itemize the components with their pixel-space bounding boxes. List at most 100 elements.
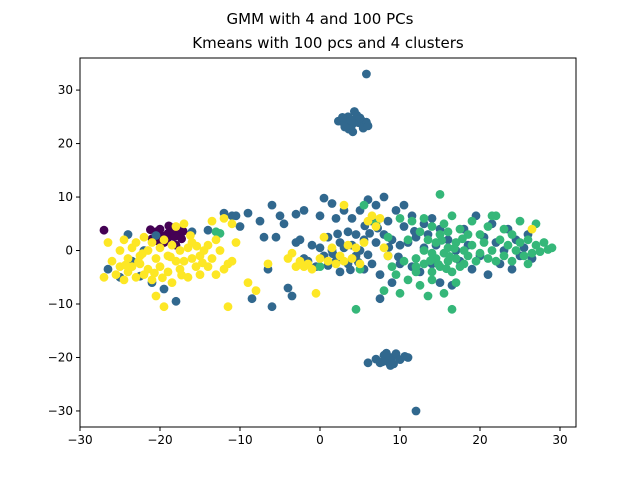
point-cluster-3-59 bbox=[231, 238, 241, 247]
point-cluster-2-3 bbox=[351, 304, 361, 314]
point-cluster-3-30 bbox=[167, 240, 177, 250]
point-cluster-3-78 bbox=[339, 256, 349, 266]
point-cluster-2-84 bbox=[411, 262, 421, 271]
point-cluster-2-72 bbox=[527, 248, 537, 258]
point-cluster-3-16 bbox=[139, 232, 149, 242]
point-cluster-1-49 bbox=[235, 222, 245, 231]
y-tick-label: −10 bbox=[48, 297, 73, 311]
point-cluster-3-21 bbox=[147, 275, 157, 285]
point-cluster-2-23 bbox=[419, 214, 429, 223]
chart-title: Kmeans with 100 pcs and 4 clusters bbox=[192, 34, 464, 52]
point-cluster-2-91 bbox=[442, 264, 451, 274]
point-cluster-1-13 bbox=[338, 113, 347, 122]
point-cluster-1-136 bbox=[483, 270, 493, 279]
series-cluster-3 bbox=[99, 200, 537, 312]
point-cluster-1-52 bbox=[255, 216, 265, 226]
point-cluster-3-24 bbox=[155, 243, 165, 253]
point-cluster-2-13 bbox=[399, 256, 409, 266]
point-cluster-2-50 bbox=[463, 251, 473, 261]
point-cluster-3-31 bbox=[167, 278, 177, 287]
point-cluster-3-71 bbox=[315, 254, 325, 263]
point-cluster-1-45 bbox=[203, 225, 213, 235]
point-cluster-1-14 bbox=[363, 121, 373, 131]
point-cluster-1-100 bbox=[375, 294, 385, 304]
point-cluster-1-50 bbox=[243, 208, 253, 218]
point-cluster-2-20 bbox=[415, 280, 425, 290]
point-cluster-3-25 bbox=[155, 262, 165, 271]
point-cluster-1-87 bbox=[347, 214, 357, 223]
point-cluster-3-49 bbox=[207, 254, 217, 263]
point-cluster-2-36 bbox=[439, 288, 449, 298]
y-tick-label: 20 bbox=[58, 137, 73, 151]
point-cluster-1-106 bbox=[387, 278, 397, 287]
point-cluster-2-53 bbox=[471, 256, 481, 266]
point-cluster-3-27 bbox=[159, 302, 169, 312]
point-cluster-3-81 bbox=[351, 243, 361, 253]
point-cluster-2-88 bbox=[458, 234, 467, 244]
point-cluster-2-7 bbox=[379, 286, 389, 295]
point-cluster-3-58 bbox=[227, 219, 237, 229]
point-cluster-1-43 bbox=[159, 284, 169, 294]
point-cluster-3-75 bbox=[331, 259, 341, 269]
point-cluster-1-19 bbox=[348, 127, 358, 137]
point-cluster-3-52 bbox=[215, 246, 225, 255]
point-cluster-1-51 bbox=[247, 294, 257, 304]
point-cluster-1-41 bbox=[151, 231, 161, 240]
point-cluster-1-98 bbox=[371, 238, 381, 247]
point-cluster-2-75 bbox=[535, 247, 545, 256]
x-tick-label: −10 bbox=[227, 433, 252, 447]
point-cluster-2-21 bbox=[419, 246, 429, 255]
point-cluster-3-2 bbox=[107, 256, 117, 266]
point-cluster-3-69 bbox=[307, 264, 317, 274]
point-cluster-2-61 bbox=[491, 256, 501, 266]
point-cluster-2-69 bbox=[515, 238, 525, 247]
point-cluster-2-87 bbox=[426, 256, 435, 266]
point-cluster-3-29 bbox=[163, 267, 173, 277]
point-cluster-1-65 bbox=[299, 206, 309, 215]
point-cluster-1-99 bbox=[371, 200, 381, 210]
point-cluster-3-96 bbox=[150, 268, 159, 278]
point-cluster-2-15 bbox=[403, 275, 413, 285]
point-cluster-3-80 bbox=[347, 254, 357, 263]
point-cluster-3-82 bbox=[355, 259, 365, 269]
point-cluster-3-64 bbox=[287, 248, 297, 258]
point-cluster-1-17 bbox=[340, 122, 350, 132]
point-cluster-3-54 bbox=[219, 214, 229, 223]
point-cluster-2-28 bbox=[427, 267, 437, 277]
point-cluster-2-56 bbox=[479, 238, 489, 247]
point-cluster-1-142 bbox=[507, 264, 517, 274]
point-cluster-2-39 bbox=[443, 227, 453, 237]
point-cluster-3-79 bbox=[343, 240, 353, 250]
point-cluster-1-48 bbox=[231, 211, 241, 221]
point-cluster-1-31 bbox=[382, 348, 391, 358]
point-cluster-2-37 bbox=[443, 243, 453, 253]
point-cluster-2-62 bbox=[495, 235, 505, 245]
point-cluster-3-87 bbox=[375, 214, 385, 223]
point-cluster-1-56 bbox=[267, 200, 277, 210]
point-cluster-1-124 bbox=[435, 278, 445, 287]
point-cluster-3-43 bbox=[195, 270, 205, 279]
y-tick-label: 0 bbox=[65, 244, 73, 258]
point-cluster-2-83 bbox=[427, 275, 437, 285]
point-cluster-3-33 bbox=[171, 222, 181, 231]
point-cluster-2-10 bbox=[391, 270, 401, 279]
point-cluster-3-94 bbox=[198, 258, 207, 268]
point-cluster-2-19 bbox=[415, 227, 425, 237]
point-cluster-1-53 bbox=[259, 232, 269, 242]
point-cluster-3-99 bbox=[138, 249, 147, 259]
x-tick-label: 20 bbox=[472, 433, 487, 447]
point-cluster-1-55 bbox=[267, 302, 277, 312]
point-cluster-1-150 bbox=[333, 229, 342, 239]
point-cluster-3-47 bbox=[203, 240, 213, 250]
point-cluster-3-88 bbox=[379, 243, 389, 253]
point-cluster-3-42 bbox=[191, 262, 201, 271]
point-cluster-2-58 bbox=[483, 222, 493, 231]
point-cluster-3-77 bbox=[339, 200, 349, 210]
point-cluster-3-57 bbox=[227, 256, 237, 266]
point-cluster-1-34 bbox=[103, 264, 113, 274]
point-cluster-0-0 bbox=[99, 225, 109, 235]
point-cluster-3-22 bbox=[151, 254, 161, 263]
x-tick-label: 30 bbox=[552, 433, 567, 447]
point-cluster-2-79 bbox=[523, 259, 533, 269]
point-cluster-2-11 bbox=[395, 288, 405, 298]
